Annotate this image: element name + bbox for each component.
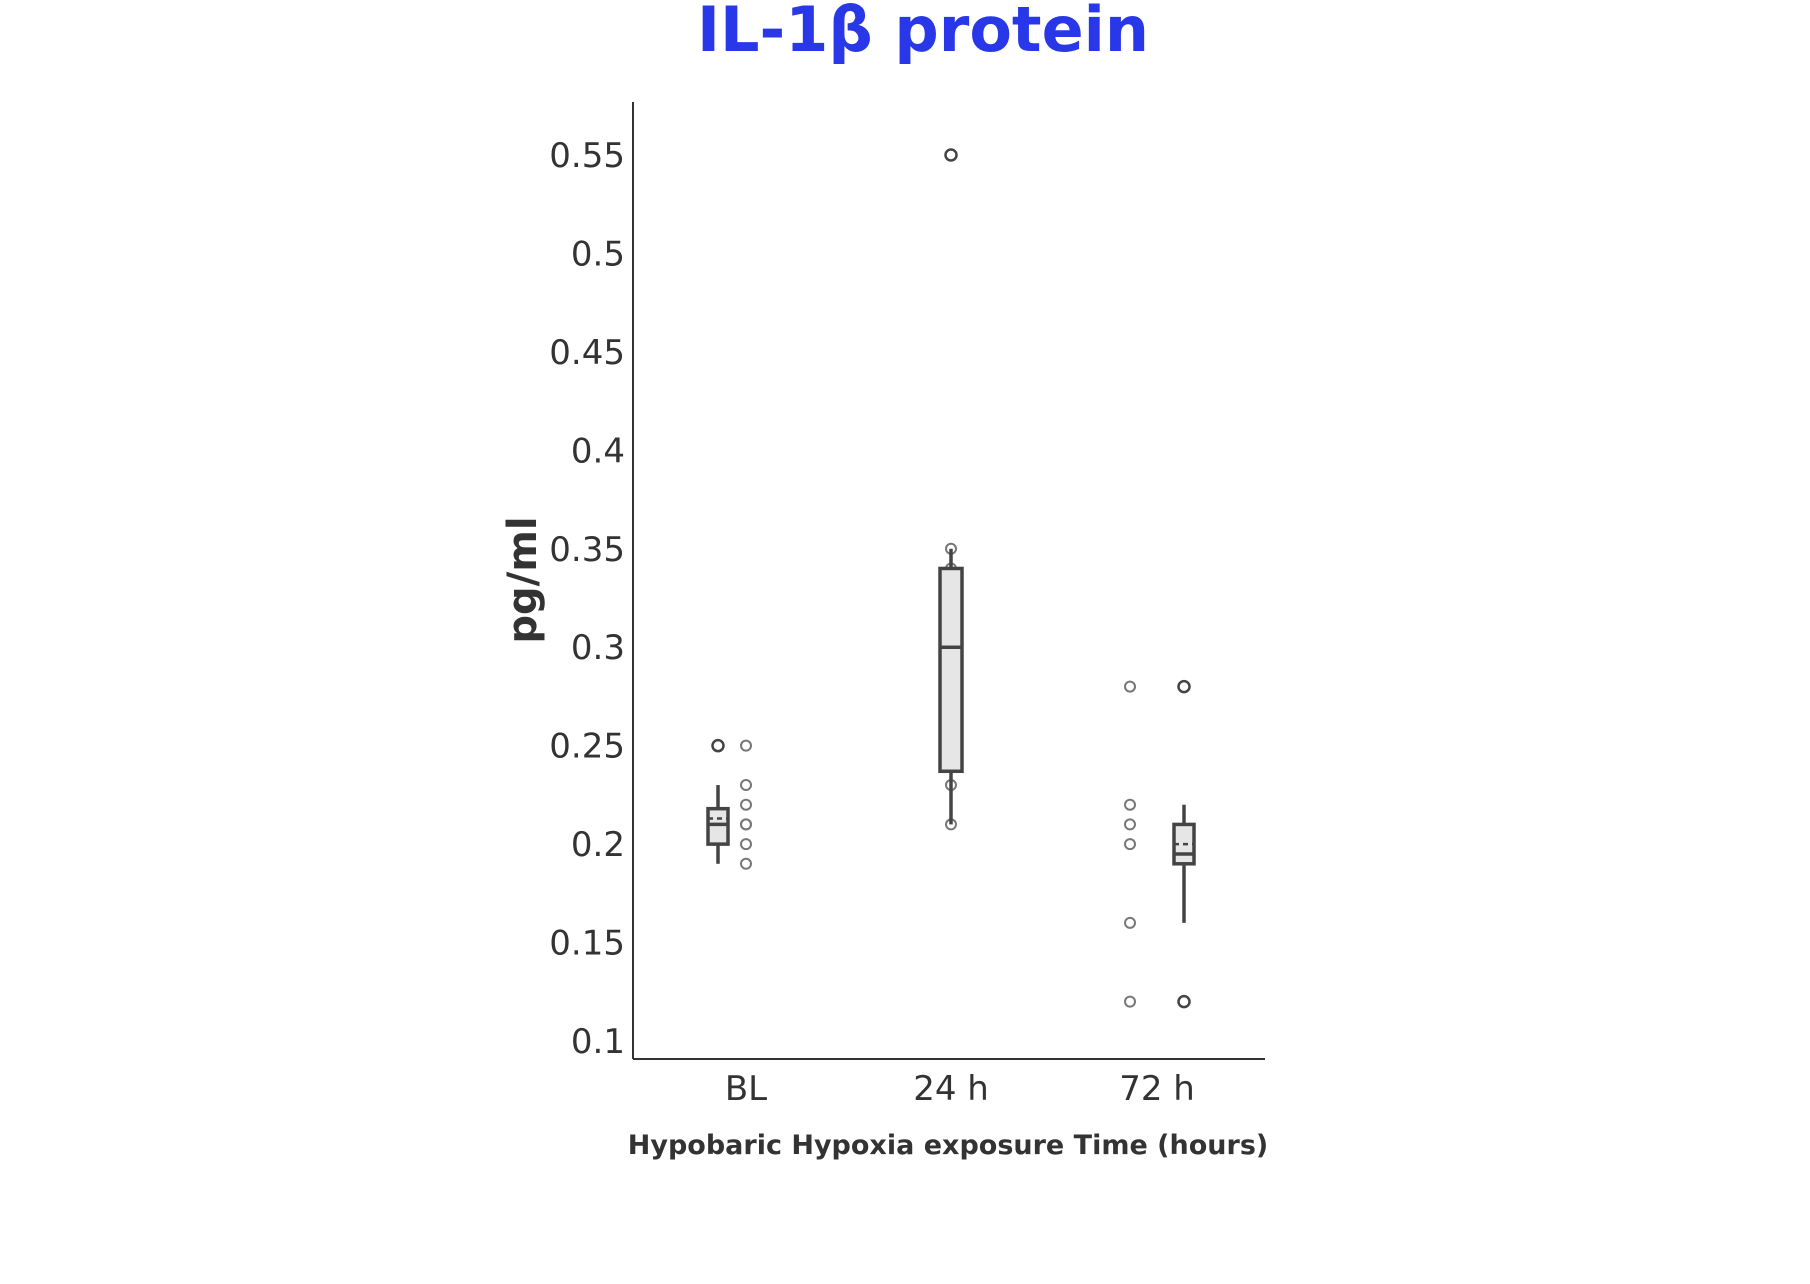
axes	[632, 102, 1265, 1060]
boxes	[706, 148, 1196, 1009]
box-group	[938, 148, 964, 831]
box-body	[938, 566, 964, 774]
data-point	[1124, 818, 1136, 831]
x-axis-title: Hypobaric Hypoxia exposure Time (hours)	[628, 1130, 1268, 1161]
outlier-point	[1177, 994, 1191, 1009]
x-tick-label: BL	[725, 1069, 767, 1109]
y-tick-label: 0.55	[549, 136, 625, 176]
chart-title: IL-1β protein	[696, 0, 1150, 66]
data-point	[740, 739, 752, 752]
data-point	[740, 779, 752, 792]
y-tick-label: 0.15	[549, 924, 625, 964]
y-tick-label: 0.45	[549, 333, 625, 373]
data-point	[740, 818, 752, 831]
data-point	[1124, 838, 1136, 851]
y-tick-label: 0.25	[549, 727, 625, 767]
y-tick-label: 0.2	[571, 825, 625, 865]
x-tick-label: 24 h	[913, 1069, 989, 1109]
outlier-point	[711, 738, 725, 753]
y-tick-label: 0.5	[571, 234, 625, 274]
data-point	[1124, 680, 1136, 693]
y-tick-label: 0.3	[571, 628, 625, 668]
data-point	[1124, 995, 1136, 1008]
y-tick-label: 0.1	[571, 1022, 625, 1062]
y-tick-label: 0.35	[549, 530, 625, 570]
y-axis-ticks: 0.1 0.15 0.2 0.25 0.3 0.35 0.4 0.45 0.5 0.55	[549, 136, 625, 1062]
box-group	[706, 738, 752, 870]
box-group	[1124, 679, 1196, 1009]
y-tick-label: 0.4	[571, 431, 625, 471]
x-axis-ticks: BL 24 h 72 h	[725, 1069, 1195, 1109]
x-tick-label: 72 h	[1119, 1069, 1195, 1109]
data-point	[740, 838, 752, 851]
outlier-point	[1177, 679, 1191, 694]
data-point	[740, 798, 752, 811]
data-point	[740, 857, 752, 870]
data-point	[1124, 798, 1136, 811]
data-point	[1124, 916, 1136, 929]
box-body	[706, 806, 730, 846]
outlier-point	[944, 148, 958, 162]
y-axis-title: pg/ml	[500, 516, 546, 643]
